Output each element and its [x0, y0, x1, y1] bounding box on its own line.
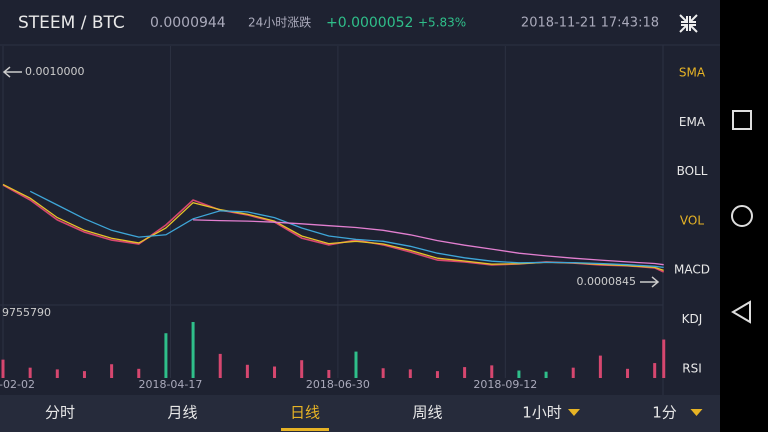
x-tick-label: 2018-06-30	[306, 378, 370, 391]
marker-label: 0.0010000	[25, 65, 85, 78]
volume-bar	[55, 369, 59, 378]
recent-button[interactable]	[732, 110, 752, 130]
tab[interactable]: 1分	[652, 404, 677, 422]
pair: STEEM / BTC	[18, 13, 125, 33]
volume-bar	[662, 339, 666, 378]
volume-bar	[218, 353, 222, 378]
tab[interactable]: 周线	[412, 404, 442, 422]
tab[interactable]: 日线	[290, 404, 320, 422]
volume-bar	[490, 365, 494, 378]
indicator[interactable]: EMA	[679, 115, 706, 129]
volume-bar	[381, 368, 385, 378]
dropdown-icon	[690, 409, 703, 416]
volume-bar	[327, 369, 331, 378]
volume-bar	[463, 367, 467, 378]
tab[interactable]: 1小时	[522, 404, 562, 422]
volume-bar	[653, 363, 657, 378]
volume-bar	[598, 355, 602, 378]
change-pct: +5.83%	[418, 16, 466, 30]
indicator[interactable]: SMA	[679, 66, 706, 80]
x-tick-label: 2018-02-02	[0, 378, 35, 391]
volume-bar	[28, 367, 32, 378]
volume-bar	[571, 367, 575, 378]
volume-bar	[1, 359, 5, 378]
volume-bar	[110, 364, 114, 378]
tab-bar	[0, 395, 720, 432]
change: +0.0000052	[326, 15, 413, 31]
marker-label: 0.0000845	[577, 275, 637, 288]
volume-bar	[408, 369, 412, 378]
volume-bar	[245, 364, 249, 378]
indicator[interactable]: MACD	[674, 263, 710, 277]
nav-bar	[720, 0, 768, 432]
indicator[interactable]: KDJ	[682, 312, 703, 326]
volume-bar	[82, 371, 86, 378]
x-tick-label: 2018-04-17	[138, 378, 202, 391]
volume-bar	[273, 366, 277, 378]
volume-bar	[191, 322, 195, 378]
marker-arrow	[640, 276, 660, 288]
price-line	[193, 219, 664, 266]
volume-bar	[626, 368, 630, 378]
marker-arrow	[2, 66, 22, 78]
volume-bar	[137, 368, 141, 378]
tab[interactable]: 分时	[45, 404, 75, 422]
tab-underline	[281, 428, 329, 431]
price-line	[29, 190, 664, 269]
change-label: 24小时涨跌	[248, 15, 311, 30]
fullscreen-button[interactable]	[679, 14, 698, 33]
dropdown-icon	[568, 409, 580, 416]
volume-bar	[435, 371, 439, 378]
background	[0, 0, 720, 432]
volume-bar	[544, 371, 548, 378]
volume-max-label: 9755790	[2, 306, 51, 319]
price: 0.0000944	[150, 15, 226, 31]
volume-bar	[517, 370, 521, 378]
home-button[interactable]	[731, 205, 753, 227]
tab[interactable]: 月线	[167, 404, 197, 422]
volume-bar	[354, 351, 358, 378]
volume-bar	[164, 333, 168, 378]
volume-bar	[300, 360, 304, 378]
back-button[interactable]	[731, 300, 751, 324]
time: 2018-11-21 17:43:18	[521, 16, 659, 31]
x-tick-label: 2018-09-12	[473, 378, 537, 391]
indicator[interactable]: VOL	[680, 213, 704, 227]
indicator[interactable]: BOLL	[677, 164, 708, 178]
indicator[interactable]: RSI	[682, 361, 702, 375]
